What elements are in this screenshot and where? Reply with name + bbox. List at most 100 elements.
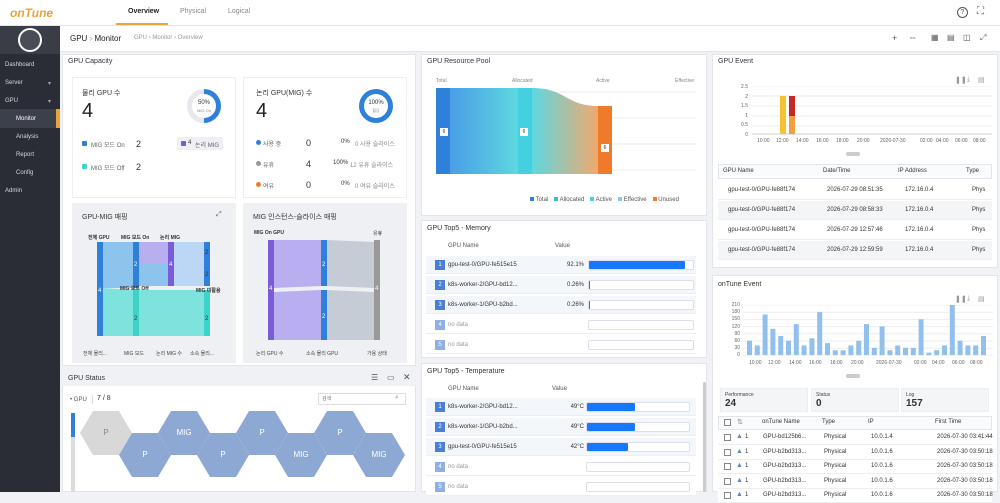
search-icon[interactable]: ⌕ <box>395 394 399 401</box>
sidebar-item-gpu[interactable]: GPU <box>5 98 19 104</box>
layout-rows-icon[interactable]: ▤ <box>947 33 955 42</box>
status-scroll-indicator[interactable] <box>71 413 75 437</box>
legend-item[interactable]: Total <box>530 197 548 203</box>
column-header[interactable]: IP <box>868 419 874 425</box>
collapse-icon[interactable]: ⇔ <box>908 32 917 42</box>
table-row[interactable] <box>718 181 992 200</box>
sidebar-item-dashboard[interactable]: Dashboard <box>5 62 35 68</box>
event-bar[interactable] <box>949 305 955 355</box>
app-logo[interactable]: onTune <box>10 6 54 20</box>
tab-logical[interactable]: Logical <box>228 8 251 15</box>
sidebar-item-admin[interactable]: Admin <box>5 188 23 194</box>
stat-card[interactable] <box>720 388 808 412</box>
sidebar-item-server[interactable]: Server <box>5 80 23 86</box>
event-bar[interactable] <box>801 345 807 355</box>
legend-item[interactable]: Unused <box>652 197 679 203</box>
event-bar[interactable] <box>747 340 752 355</box>
column-header[interactable]: onTune Name <box>762 419 800 425</box>
event-bar[interactable] <box>957 340 963 355</box>
row-checkbox[interactable] <box>724 448 731 456</box>
menu-icon[interactable]: ☰ <box>371 373 379 382</box>
breadcrumb-monitor[interactable]: Monitor <box>152 35 173 41</box>
tab-overview[interactable]: Overview <box>128 8 160 15</box>
expand-icon[interactable]: ⤢ <box>980 33 987 42</box>
event-bar[interactable] <box>973 345 979 355</box>
event-bar[interactable] <box>778 335 784 355</box>
table-row[interactable] <box>718 445 992 460</box>
event-bar[interactable] <box>762 314 768 355</box>
sidebar-item-analysis[interactable]: Analysis <box>16 134 39 140</box>
event-bar[interactable] <box>809 338 815 355</box>
chart-scroll-handle[interactable] <box>846 374 860 378</box>
column-header[interactable]: Type <box>822 419 836 425</box>
event-bar[interactable] <box>786 340 791 355</box>
event-bar[interactable] <box>864 324 869 355</box>
event-bar[interactable] <box>895 345 901 355</box>
column-header[interactable]: Type <box>966 168 980 174</box>
event-bar[interactable] <box>856 340 862 355</box>
breadcrumb-gpu[interactable]: GPU <box>134 35 148 41</box>
event-bar[interactable] <box>879 326 885 355</box>
event-bar[interactable] <box>754 345 760 355</box>
table-icon[interactable]: ▤ <box>978 77 985 84</box>
event-bar[interactable] <box>832 350 838 355</box>
tab-physical[interactable]: Physical <box>180 8 207 15</box>
select-all-checkbox[interactable] <box>724 419 731 426</box>
table-icon[interactable]: ▤ <box>978 296 985 303</box>
table-row[interactable] <box>718 431 992 445</box>
event-bar[interactable] <box>981 335 986 355</box>
event-bar[interactable] <box>817 312 823 355</box>
window-icon[interactable]: ▭ <box>387 373 395 382</box>
column-header[interactable]: First Time <box>935 419 962 425</box>
table-row[interactable] <box>718 221 992 240</box>
event-bar[interactable] <box>887 350 893 355</box>
layout-grid-icon[interactable]: ▦ <box>931 33 939 42</box>
event-bar[interactable] <box>926 352 932 355</box>
download-icon[interactable]: ⤓ <box>967 295 971 302</box>
breadcrumb-overview[interactable]: Overview <box>177 35 203 41</box>
stat-card[interactable] <box>901 388 989 412</box>
chevron-down-icon[interactable]: ▾ <box>48 99 52 105</box>
legend-item[interactable]: Allocated <box>554 197 584 203</box>
gpu-hex[interactable]: P <box>80 411 132 455</box>
event-bar[interactable] <box>871 347 877 355</box>
avatar[interactable] <box>18 28 42 52</box>
column-header[interactable]: IP Address <box>898 168 927 174</box>
event-bar[interactable] <box>918 319 924 355</box>
event-bar[interactable] <box>965 345 971 355</box>
row-checkbox[interactable] <box>724 463 731 470</box>
legend-item[interactable]: Effective <box>617 197 647 203</box>
layout-cols-icon[interactable]: ◫ <box>963 33 971 42</box>
sidebar-item-monitor[interactable]: Monitor <box>16 116 37 122</box>
event-bar[interactable] <box>793 324 799 355</box>
event-bar[interactable] <box>770 328 776 355</box>
event-bar[interactable] <box>934 350 940 355</box>
event-bar[interactable] <box>942 345 947 355</box>
table-row[interactable] <box>718 474 992 489</box>
event-bar[interactable] <box>910 347 916 355</box>
add-icon[interactable]: + <box>892 33 898 43</box>
gpu-hex[interactable]: P <box>119 433 171 477</box>
stat-card[interactable] <box>811 388 899 412</box>
download-icon[interactable]: ⤓ <box>967 76 971 83</box>
scrollbar[interactable] <box>703 382 706 492</box>
pause-icon[interactable]: ❚❚ <box>955 296 967 303</box>
table-row[interactable] <box>718 241 992 260</box>
row-checkbox[interactable] <box>724 492 731 499</box>
help-icon[interactable]: ? <box>957 7 968 18</box>
event-bar[interactable] <box>825 343 830 355</box>
row-checkbox[interactable] <box>724 477 731 485</box>
event-bar[interactable] <box>848 345 854 355</box>
table-row[interactable] <box>718 201 992 220</box>
expand-icon[interactable]: ⤢ <box>216 211 222 218</box>
row-checkbox[interactable] <box>724 434 731 441</box>
table-row[interactable] <box>718 460 992 474</box>
close-icon[interactable]: ✕ <box>403 372 411 382</box>
column-header[interactable]: GPU Name <box>723 168 754 174</box>
event-bar[interactable] <box>840 350 846 355</box>
pause-icon[interactable]: ❚❚ <box>955 77 967 84</box>
legend-item[interactable]: Active <box>590 197 612 203</box>
sidebar-item-report[interactable]: Report <box>16 152 35 158</box>
gpu-hex[interactable]: P <box>197 433 249 477</box>
chevron-down-icon[interactable]: ▾ <box>48 81 52 87</box>
